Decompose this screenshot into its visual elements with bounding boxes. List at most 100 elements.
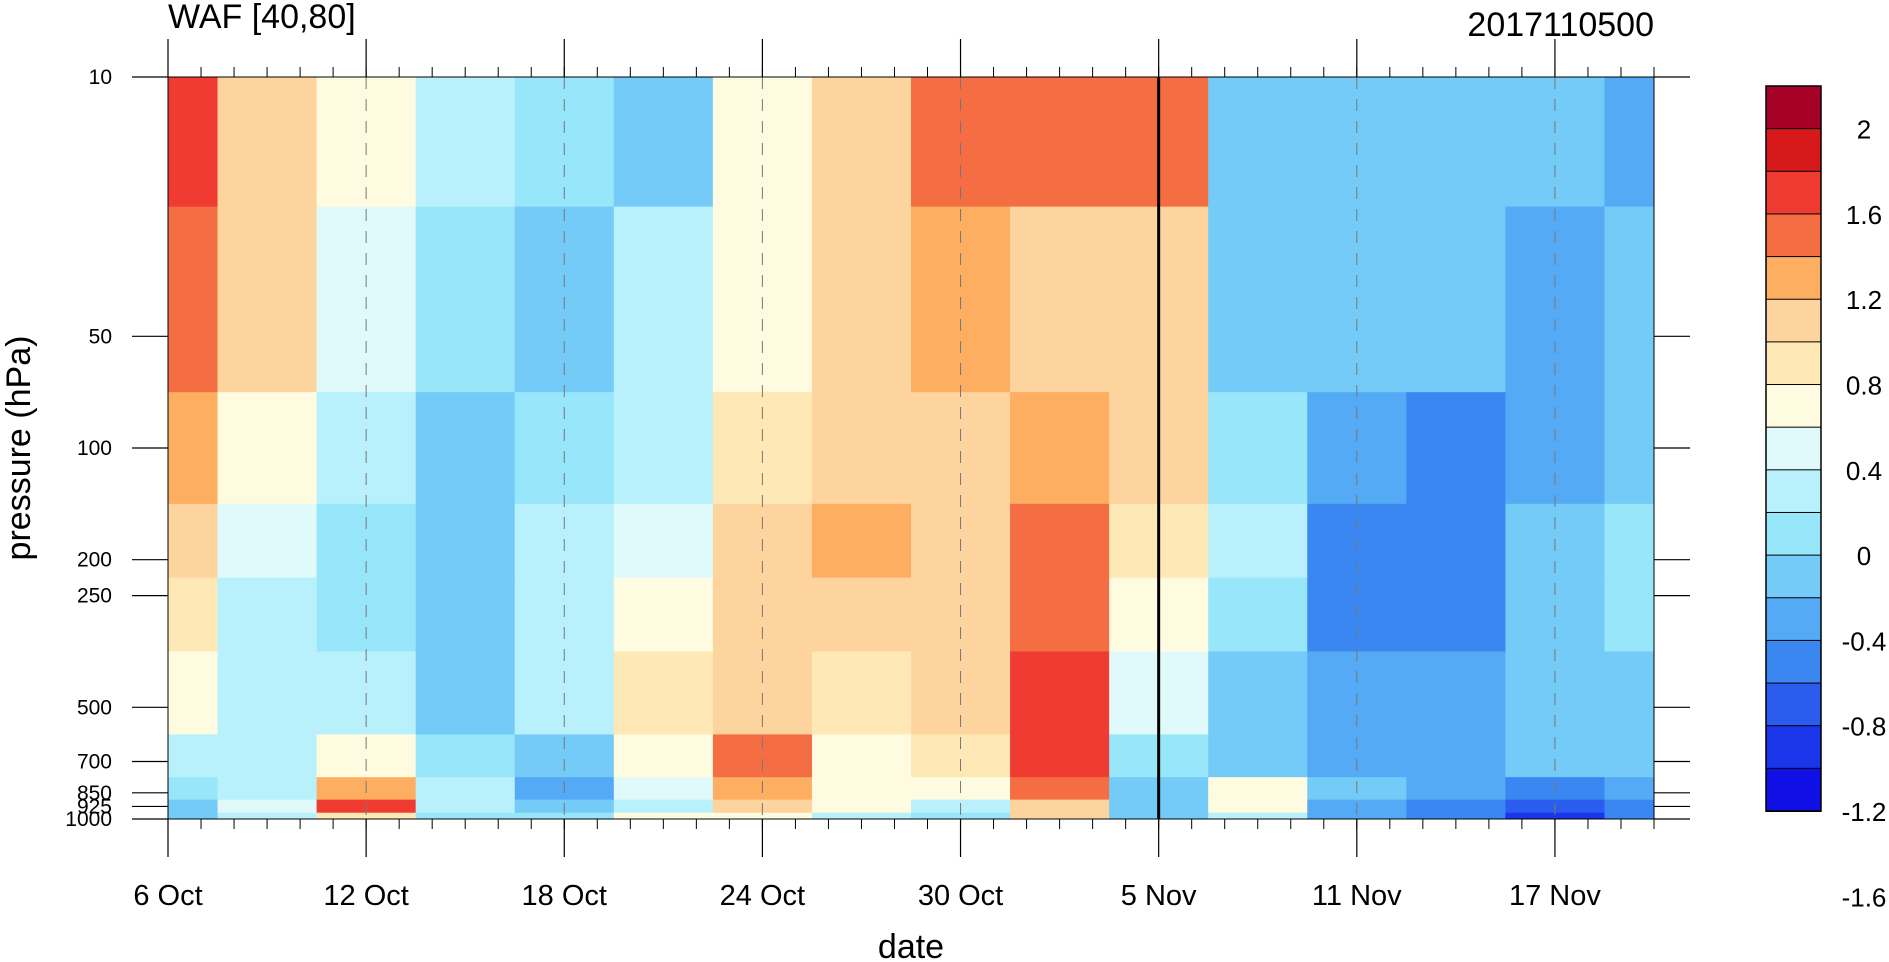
heatmap-cell xyxy=(1604,651,1654,736)
heatmap-cell xyxy=(1505,77,1606,208)
heatmap-cell xyxy=(316,812,417,819)
colorbar-label: 1.2 xyxy=(1846,285,1882,315)
heatmap-cell xyxy=(613,503,714,579)
heatmap-cell xyxy=(811,734,912,778)
heatmap-cell xyxy=(1208,392,1308,505)
heatmap-cell xyxy=(415,734,516,778)
heatmap-cell xyxy=(1604,577,1654,653)
x-axis-title: date xyxy=(878,928,944,962)
heatmap-cell xyxy=(217,651,318,736)
colorbar-label: 0.8 xyxy=(1846,371,1882,401)
colorbar-swatch xyxy=(1765,341,1822,386)
heatmap-cell xyxy=(712,77,813,208)
heatmap-cell xyxy=(1208,734,1308,778)
x-tick-label: 5 Nov xyxy=(1121,880,1197,912)
heatmap-cell xyxy=(811,577,912,653)
heatmap-cell xyxy=(415,799,516,814)
heatmap-cell xyxy=(1406,392,1506,505)
heatmap-cell xyxy=(217,577,318,653)
y-axis-title: pressure (hPa) xyxy=(0,336,38,561)
heatmap-cell xyxy=(217,799,318,814)
heatmap-cell xyxy=(1010,503,1110,579)
heatmap-cell xyxy=(1406,734,1506,778)
heatmap-cell xyxy=(1208,77,1308,208)
heatmap-cell xyxy=(316,77,417,208)
heatmap-cell xyxy=(1010,734,1110,778)
heatmap-cell xyxy=(1406,777,1506,801)
heatmap-cell xyxy=(514,812,615,819)
date-stamp: 2017110500 xyxy=(1467,6,1654,44)
heatmap-cell xyxy=(415,206,516,393)
heatmap-cell xyxy=(1406,812,1506,819)
heatmap-cell xyxy=(217,503,318,579)
heatmap-cell xyxy=(168,206,219,393)
y-tick-label: 50 xyxy=(89,325,112,348)
heatmap-cell xyxy=(168,77,219,208)
y-tick-label: 850 xyxy=(77,782,112,805)
heatmap-cell xyxy=(1604,503,1654,579)
colorbar-swatch xyxy=(1765,511,1822,557)
colorbar-label: -1.6 xyxy=(1842,882,1887,912)
heatmap-cell xyxy=(168,503,219,579)
heatmap-cell xyxy=(613,734,714,778)
heatmap-cell xyxy=(1307,812,1407,819)
heatmap-cell xyxy=(168,777,219,801)
heatmap-cell xyxy=(217,392,318,505)
heatmap-cell xyxy=(1604,77,1654,208)
heatmap-cell xyxy=(168,799,219,814)
heatmap-cell xyxy=(1208,799,1308,814)
heatmap-cell xyxy=(217,734,318,778)
x-axis: 6 Oct 12 Oct 18 Oct 24 Oct 30 Oct 5 Nov 11 Nov… xyxy=(133,39,1601,912)
heatmap-cell xyxy=(811,799,912,814)
colorbar-swatch xyxy=(1765,256,1822,301)
heatmap-cell xyxy=(1406,206,1506,393)
heatmap-cell xyxy=(415,777,516,801)
heatmap-cell xyxy=(1010,577,1110,653)
colorbar-swatch xyxy=(1765,767,1822,813)
colorbar-swatch xyxy=(1765,469,1822,514)
heatmap-cell xyxy=(415,651,516,736)
heatmap-cell xyxy=(811,777,912,801)
heatmap-cell xyxy=(1010,206,1110,393)
heatmap-cell xyxy=(613,799,714,814)
heatmap-cell xyxy=(168,392,219,505)
colorbar-frame xyxy=(1765,85,1822,812)
heatmap-cell xyxy=(911,812,1011,819)
heatmap-cell xyxy=(613,812,714,819)
heatmap-cell xyxy=(811,651,912,736)
y-tick-label: 250 xyxy=(77,585,112,608)
heatmap-cell xyxy=(811,77,912,208)
colorbar-swatch xyxy=(1765,682,1822,727)
heatmap-cell xyxy=(712,812,813,819)
heatmap-cell xyxy=(1604,734,1654,778)
heatmap-cell xyxy=(1406,577,1506,653)
y-tick-label: 925 xyxy=(77,795,112,818)
y-tick-label: 100 xyxy=(77,437,112,460)
colorbar-swatch xyxy=(1765,426,1822,471)
heatmap-cell xyxy=(1010,392,1110,505)
heatmap-cell xyxy=(168,812,219,819)
heatmap-cell xyxy=(811,206,912,393)
colorbar-swatch xyxy=(1765,128,1822,173)
heatmap-cell xyxy=(1208,503,1308,579)
x-tick-label: 17 Nov xyxy=(1509,880,1601,912)
heatmap-cell xyxy=(217,77,318,208)
heatmap-cell xyxy=(168,734,219,778)
heatmap-cell xyxy=(1604,392,1654,505)
heatmap-cell xyxy=(1010,799,1110,814)
heatmap-cell xyxy=(415,812,516,819)
x-tick-label: 30 Oct xyxy=(918,880,1003,912)
colorbar-label: 2 xyxy=(1857,115,1871,145)
heatmap-cell xyxy=(1604,799,1654,814)
heatmap-cell xyxy=(1010,651,1110,736)
x-tick-label: 12 Oct xyxy=(323,880,408,912)
heatmap-cell xyxy=(217,812,318,819)
heatmap-cell xyxy=(613,77,714,208)
colorbar-swatch xyxy=(1765,725,1822,770)
heatmap-cell xyxy=(613,206,714,393)
colorbar-swatch xyxy=(1765,554,1822,599)
heatmap-cell xyxy=(1604,812,1654,819)
heatmap-cell xyxy=(613,392,714,505)
